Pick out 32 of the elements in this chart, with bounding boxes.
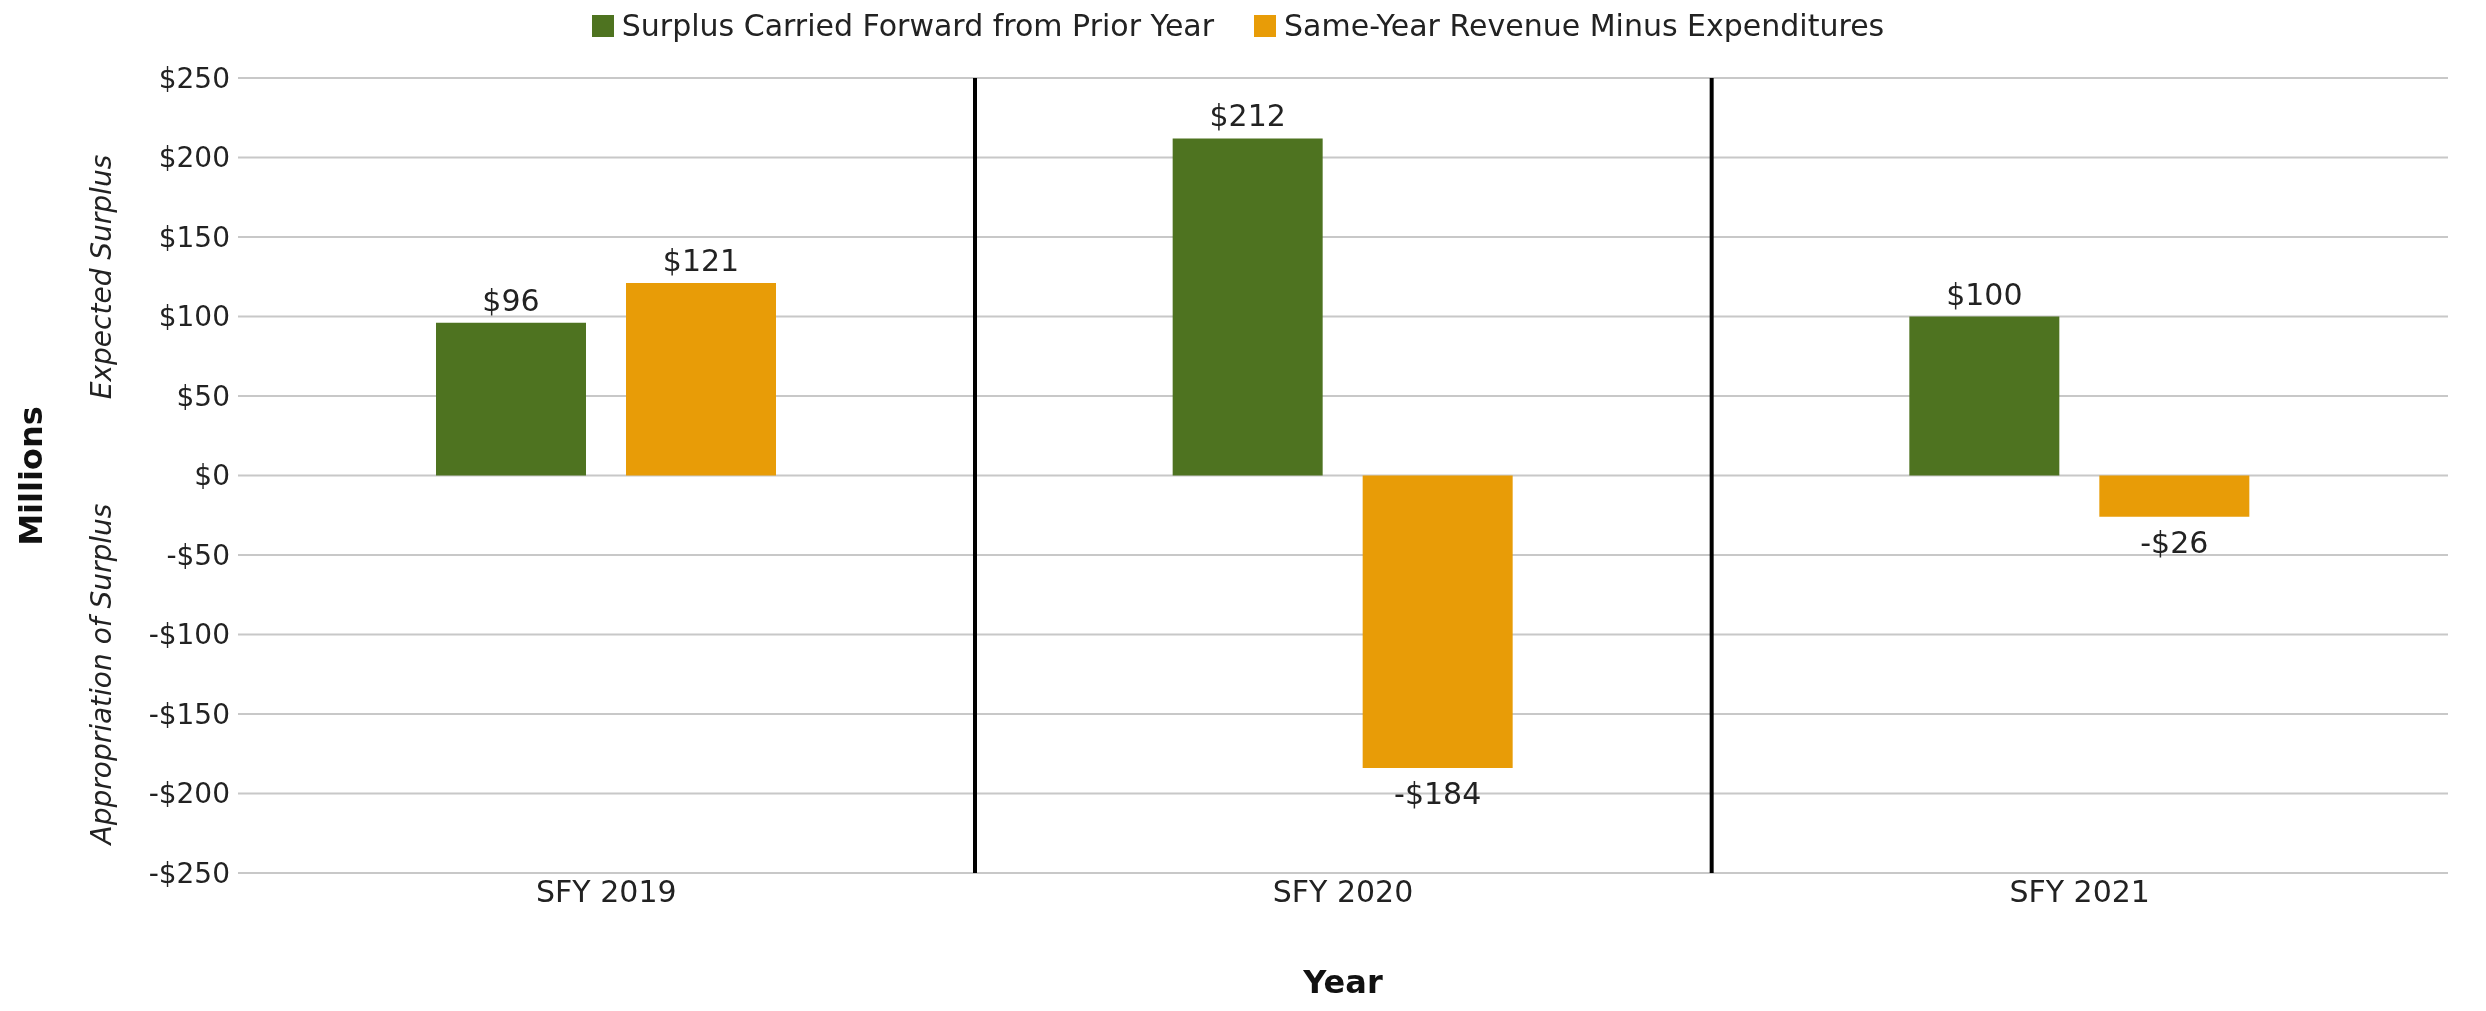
y-tick-label: -$150 xyxy=(148,697,230,731)
y-tick-label: $50 xyxy=(176,379,230,413)
y-tick-label: $100 xyxy=(158,300,230,334)
y-tick-label: $150 xyxy=(158,220,230,254)
bar xyxy=(626,283,776,476)
data-label: $96 xyxy=(482,282,540,318)
data-label: $212 xyxy=(1209,98,1286,134)
x-tick-label: SFY 2019 xyxy=(536,874,677,910)
bar xyxy=(1362,475,1513,769)
bar xyxy=(436,322,586,476)
y-axis-title: Millions xyxy=(12,405,50,546)
data-label: $100 xyxy=(1946,276,2023,312)
text: Appropriation of Surplus xyxy=(84,503,118,845)
y-tick-label: -$200 xyxy=(148,777,230,811)
y-tick-label: $250 xyxy=(158,61,230,95)
text: Expected Surplus xyxy=(84,154,118,399)
x-tick-label: SFY 2021 xyxy=(2009,874,2150,910)
y-tick-label: -$250 xyxy=(148,856,230,890)
bar xyxy=(1909,316,2060,476)
data-label: -$184 xyxy=(1394,776,1482,812)
x-axis-title: Year xyxy=(1302,963,1383,1001)
data-label: -$26 xyxy=(2140,524,2209,560)
y-tick-label: $200 xyxy=(158,141,230,175)
bar xyxy=(2099,475,2250,517)
legend-label: Surplus Carried Forward from Prior Year xyxy=(621,8,1215,43)
legend-label: Same-Year Revenue Minus Expenditures xyxy=(1284,8,1885,43)
y-tick-label: -$50 xyxy=(166,538,230,572)
x-tick-label: SFY 2020 xyxy=(1272,874,1414,910)
y-tick-label: $0 xyxy=(194,459,230,493)
y-tick-label: -$100 xyxy=(148,618,230,652)
data-label: $121 xyxy=(662,243,740,279)
bar xyxy=(1172,138,1323,476)
